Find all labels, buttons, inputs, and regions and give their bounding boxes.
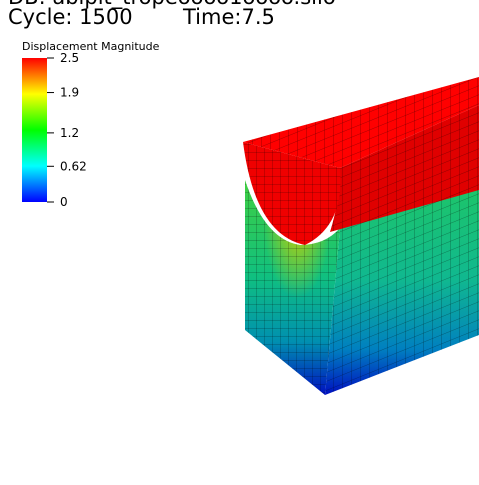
legend-tick-label: 0: [60, 195, 68, 209]
mesh-render: [243, 77, 479, 395]
legend-tick-label: 1.2: [60, 126, 79, 140]
color-bar: [22, 58, 47, 202]
time-label: Time:7.5: [182, 5, 275, 29]
legend-tick-label: 2.5: [60, 51, 79, 65]
legend-title: Displacement Magnitude: [22, 40, 160, 53]
cycle-label: Cycle: 1500: [8, 5, 133, 29]
database-label: DB: ablplt_tropeoooo1oooo.silo: [8, 0, 336, 10]
legend-tick-label: 1.9: [60, 86, 79, 100]
legend-tick-label: 0.62: [60, 159, 87, 173]
